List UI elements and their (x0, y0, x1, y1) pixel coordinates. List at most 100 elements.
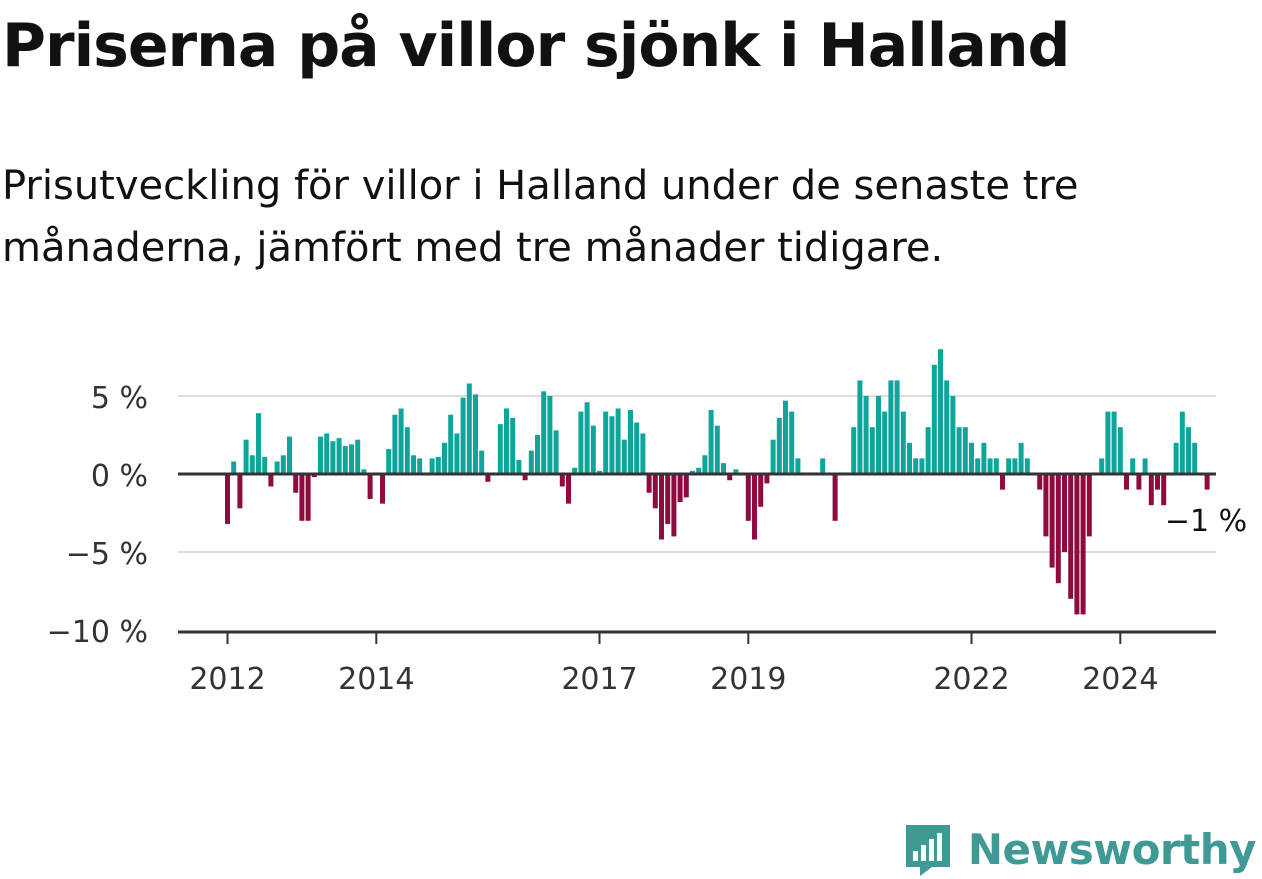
bar (454, 433, 460, 474)
bar (460, 397, 466, 474)
bar (361, 469, 367, 474)
y-tick-label: 5 % (91, 381, 148, 416)
bar (590, 425, 596, 474)
bar (925, 427, 931, 474)
bar (336, 438, 342, 474)
y-tick-label: 0 % (91, 459, 148, 494)
bar (931, 364, 937, 474)
bar (1037, 474, 1043, 490)
bar (1086, 474, 1092, 537)
bar (981, 442, 987, 474)
bar (1000, 474, 1005, 490)
bar (795, 458, 801, 474)
bar (913, 458, 919, 474)
bar (262, 456, 268, 474)
annotation-label: −1 % (1165, 504, 1247, 539)
bar (721, 463, 726, 474)
bar (888, 380, 894, 474)
bar (652, 474, 658, 509)
bar (745, 474, 751, 521)
bar (1136, 474, 1142, 490)
bar (497, 424, 503, 474)
bar (1049, 474, 1055, 568)
bar (243, 439, 249, 474)
bar (1105, 411, 1111, 474)
x-tick-label: 2022 (933, 662, 1009, 697)
bar (603, 411, 609, 474)
bar (770, 439, 776, 474)
x-tick-label: 2012 (189, 662, 265, 697)
bar (318, 436, 323, 474)
bar (411, 455, 416, 474)
bar (789, 411, 795, 474)
bar (1142, 458, 1148, 474)
bar (628, 410, 633, 474)
bar (584, 402, 590, 474)
bar (1074, 474, 1080, 615)
bar (1124, 474, 1129, 490)
bar (634, 422, 640, 474)
bar (299, 474, 305, 521)
bar (832, 474, 838, 521)
y-tick-label: −5 % (66, 537, 148, 572)
bar (1148, 474, 1154, 506)
bar (621, 439, 627, 474)
bar (392, 414, 398, 474)
bar (857, 380, 863, 474)
page-subtitle: Prisutveckling för villor i Halland unde… (2, 163, 1079, 271)
bar (1179, 411, 1185, 474)
bar (609, 416, 615, 474)
bar (231, 461, 237, 474)
bar (324, 433, 330, 474)
bar (535, 435, 540, 474)
bar (225, 474, 230, 524)
bar (237, 474, 243, 509)
bar (1186, 427, 1191, 474)
bar (708, 410, 714, 474)
bar (510, 417, 516, 474)
bar (1130, 458, 1136, 474)
bar (1012, 458, 1018, 474)
bar (882, 411, 888, 474)
newsworthy-logo-icon (905, 825, 950, 876)
bar (615, 408, 621, 474)
bar (349, 444, 354, 474)
bar (646, 474, 652, 493)
bar (752, 474, 757, 540)
bar (435, 456, 441, 474)
bar (311, 474, 317, 478)
bar (479, 450, 485, 474)
bar (690, 470, 695, 474)
bar (578, 411, 584, 474)
bar (640, 433, 646, 474)
bar (969, 442, 974, 474)
bar (783, 400, 788, 474)
bar (280, 455, 286, 474)
bar (386, 449, 392, 474)
y-tick-label: −10 % (47, 615, 148, 650)
x-tick-label: 2024 (1082, 662, 1158, 697)
bar (702, 455, 708, 474)
bar (659, 474, 664, 540)
x-tick-label: 2019 (710, 662, 786, 697)
bar (919, 458, 925, 474)
bar (566, 474, 571, 504)
bar (1192, 442, 1198, 474)
page-title: Priserna på villor sjönk i Halland (2, 11, 1071, 81)
bar (342, 445, 348, 474)
bar (714, 425, 720, 474)
bar (764, 474, 770, 484)
bar (522, 474, 528, 481)
bar (249, 455, 255, 474)
bar (355, 439, 361, 474)
bar (683, 474, 689, 498)
bar (1024, 458, 1030, 474)
bar (256, 413, 261, 474)
bar (900, 411, 906, 474)
bar (485, 474, 491, 482)
bar (993, 458, 999, 474)
bar (547, 396, 553, 474)
bar (1006, 458, 1012, 474)
bar (876, 396, 881, 474)
bar (869, 427, 875, 474)
